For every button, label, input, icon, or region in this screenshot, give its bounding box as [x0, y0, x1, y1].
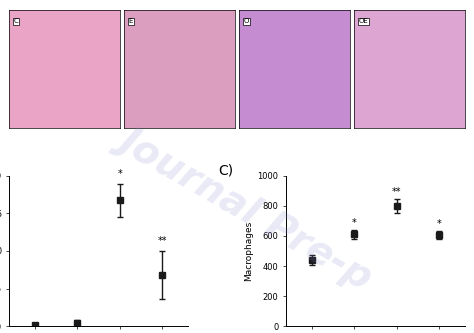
Text: OE: OE — [358, 18, 368, 24]
Text: *: * — [352, 217, 356, 227]
Text: E: E — [129, 18, 133, 24]
Text: C): C) — [218, 164, 233, 177]
Y-axis label: Macrophages: Macrophages — [244, 221, 253, 281]
Text: **: ** — [392, 187, 401, 197]
Text: *: * — [118, 169, 122, 179]
Text: O: O — [244, 18, 249, 24]
Text: *: * — [437, 219, 441, 229]
Text: **: ** — [158, 236, 167, 246]
Text: C: C — [14, 18, 18, 24]
Text: Journal Pre-p: Journal Pre-p — [113, 119, 380, 294]
